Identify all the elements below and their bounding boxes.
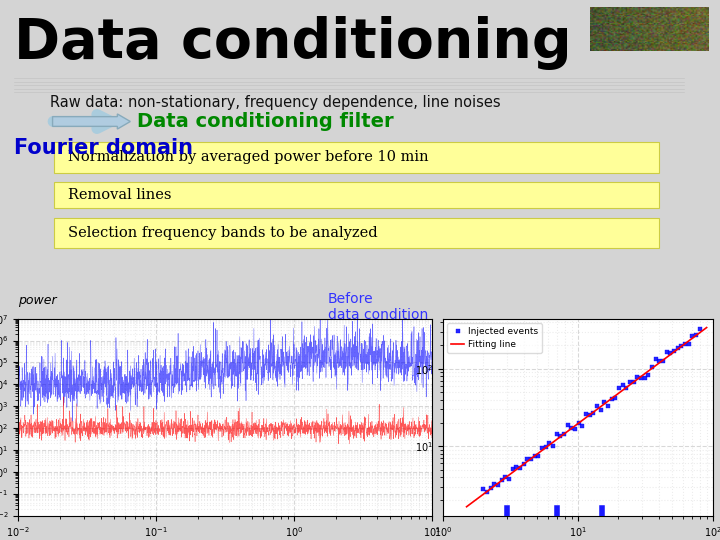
Text: Raw data: non-stationary, frequency dependence, line noises: Raw data: non-stationary, frequency depe… — [50, 94, 501, 110]
Line: Injected events: Injected events — [482, 327, 701, 494]
Injected events — [696, 326, 704, 332]
Injected events — [538, 445, 546, 451]
Text: Data conditioning filter: Data conditioning filter — [137, 112, 393, 131]
Text: Before
data condition: Before data condition — [328, 292, 428, 322]
Line: Fitting line: Fitting line — [467, 328, 706, 507]
Text: Data conditioning: Data conditioning — [14, 16, 572, 70]
Text: Selection frequency bands to be analyzed: Selection frequency bands to be analyzed — [68, 226, 378, 240]
FancyBboxPatch shape — [54, 142, 659, 173]
Text: Removal lines: Removal lines — [68, 188, 172, 202]
Text: power: power — [18, 294, 57, 307]
Legend: Injected events, Fitting line: Injected events, Fitting line — [447, 323, 542, 353]
Fitting line — [477, 492, 485, 499]
Text: Time series: Time series — [457, 503, 529, 516]
FancyArrow shape — [53, 114, 130, 129]
Injected events — [545, 440, 554, 447]
FancyBboxPatch shape — [54, 218, 659, 248]
Injected events — [483, 489, 492, 495]
Injected events — [519, 461, 528, 467]
Fitting line — [507, 470, 516, 477]
Text: Fourier domain: Fourier domain — [14, 138, 194, 158]
FancyBboxPatch shape — [54, 182, 659, 208]
Fitting line — [682, 340, 690, 346]
Injected events — [618, 381, 627, 388]
Fitting line — [472, 496, 480, 503]
Fitting line — [462, 503, 471, 510]
Text: After
data condition: After data condition — [328, 383, 428, 414]
Injected events — [552, 431, 561, 437]
Fitting line — [690, 333, 699, 340]
Fitting line — [702, 325, 711, 331]
Text: Normalization by averaged power before 10 min: Normalization by averaged power before 1… — [68, 151, 429, 164]
Fitting line — [526, 456, 535, 462]
Injected events — [556, 433, 564, 439]
Injected events — [479, 485, 487, 492]
